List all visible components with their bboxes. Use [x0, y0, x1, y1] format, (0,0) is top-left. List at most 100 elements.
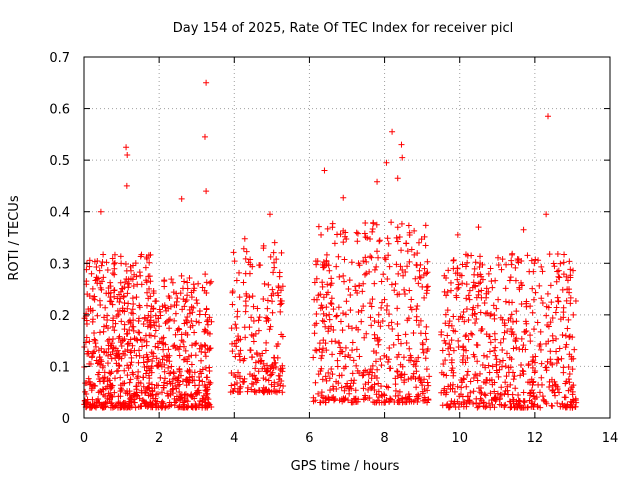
data-point — [319, 317, 326, 324]
data-point — [455, 337, 462, 344]
data-point — [140, 320, 147, 327]
data-point — [164, 390, 171, 397]
data-point — [121, 321, 128, 328]
data-point — [372, 358, 379, 365]
data-point — [173, 393, 180, 400]
data-point — [316, 346, 323, 353]
data-point — [115, 393, 122, 400]
data-point — [339, 327, 346, 334]
data-point — [410, 373, 417, 380]
data-point — [509, 299, 516, 306]
data-point — [176, 352, 183, 359]
data-point — [521, 328, 528, 335]
data-point — [519, 367, 526, 374]
data-point — [566, 371, 573, 378]
data-point — [529, 358, 536, 365]
data-point — [364, 234, 371, 241]
data-point — [394, 238, 401, 245]
data-point — [401, 286, 408, 293]
data-point — [445, 322, 452, 329]
data-point — [185, 378, 192, 385]
data-point — [559, 286, 566, 293]
data-point — [202, 342, 209, 349]
data-point — [502, 363, 509, 370]
data-point — [235, 351, 242, 358]
data-point — [202, 365, 209, 372]
data-point — [89, 285, 96, 292]
data-point — [248, 386, 255, 393]
data-point — [471, 310, 478, 317]
data-point — [242, 255, 249, 262]
data-point — [116, 353, 123, 360]
data-point — [498, 384, 505, 391]
data-point — [326, 316, 333, 323]
data-point — [336, 397, 343, 404]
data-point — [203, 391, 210, 398]
data-point — [255, 368, 262, 375]
data-point — [412, 363, 419, 370]
y-tick-label: 0.7 — [49, 51, 70, 66]
data-point — [379, 318, 386, 325]
data-point — [132, 391, 139, 398]
data-point — [121, 380, 128, 387]
data-point — [392, 375, 399, 382]
data-point — [184, 279, 191, 286]
data-point — [403, 340, 410, 347]
data-point — [367, 300, 374, 307]
data-point — [496, 366, 503, 373]
data-point — [518, 335, 525, 342]
data-point — [507, 381, 514, 388]
data-point — [526, 268, 533, 275]
data-point — [142, 277, 149, 284]
data-point — [450, 347, 457, 354]
data-point — [516, 346, 523, 353]
data-point — [335, 380, 342, 387]
data-point — [554, 250, 561, 257]
data-point — [125, 340, 132, 347]
data-point — [469, 331, 476, 338]
data-point — [232, 353, 239, 360]
data-point — [124, 372, 131, 379]
data-point — [328, 300, 335, 307]
data-point — [328, 280, 335, 287]
data-point — [166, 294, 173, 301]
data-point — [486, 348, 493, 355]
data-point — [381, 352, 388, 359]
data-point — [318, 231, 325, 238]
data-point — [420, 271, 427, 278]
data-point — [413, 306, 420, 313]
data-point — [363, 258, 370, 265]
data-point — [359, 372, 366, 379]
data-point — [520, 389, 527, 396]
data-point — [379, 392, 386, 399]
data-point — [473, 315, 480, 322]
data-point — [400, 272, 407, 279]
data-point — [135, 318, 142, 325]
data-point — [499, 363, 505, 370]
data-point — [147, 278, 154, 285]
data-point — [545, 338, 552, 345]
data-point — [467, 389, 474, 396]
data-point — [413, 384, 420, 391]
data-point — [384, 276, 391, 283]
data-point — [96, 267, 103, 274]
y-axis-label: ROTI / TECUs — [7, 195, 22, 280]
data-point — [178, 391, 185, 398]
data-point — [460, 376, 467, 383]
data-point — [425, 396, 432, 403]
data-point — [462, 263, 469, 270]
data-point — [386, 263, 393, 270]
data-point — [395, 397, 402, 404]
data-point — [345, 351, 352, 358]
data-point — [539, 300, 546, 307]
data-point — [327, 300, 334, 307]
data-point — [325, 369, 332, 376]
data-point — [384, 359, 391, 366]
data-point — [424, 399, 431, 406]
data-point — [383, 159, 390, 166]
data-point — [382, 256, 389, 263]
data-point — [186, 310, 193, 317]
data-point — [136, 352, 143, 359]
data-point — [508, 257, 515, 264]
data-point — [346, 277, 353, 284]
